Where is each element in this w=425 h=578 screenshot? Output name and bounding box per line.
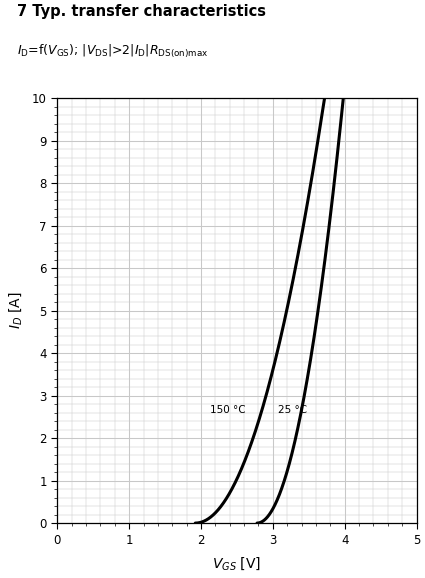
- Text: 7 Typ. transfer characteristics: 7 Typ. transfer characteristics: [17, 5, 266, 20]
- Text: 150 °C: 150 °C: [210, 405, 246, 415]
- Y-axis label: $I_D$ [A]: $I_D$ [A]: [7, 292, 24, 329]
- Text: $I_\mathrm{D}$=f($V_\mathrm{GS}$); |$V_\mathrm{DS}$|>2|$I_\mathrm{D}$|$R_\mathrm: $I_\mathrm{D}$=f($V_\mathrm{GS}$); |$V_\…: [17, 43, 209, 60]
- X-axis label: $V_{GS}$ [V]: $V_{GS}$ [V]: [212, 555, 261, 572]
- Text: 25 °C: 25 °C: [278, 405, 307, 415]
